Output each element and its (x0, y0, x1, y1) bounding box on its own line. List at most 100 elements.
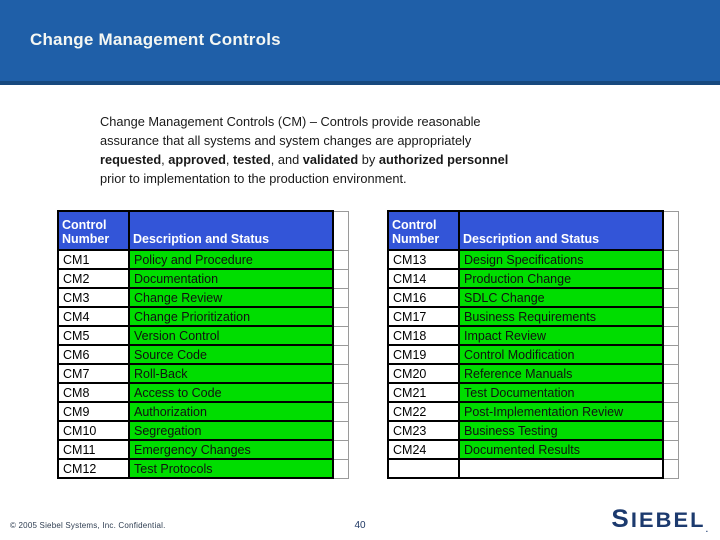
text-segment: , (225, 152, 234, 167)
description-status-cell: Business Testing (458, 420, 664, 441)
cropped-column-cell (662, 458, 679, 479)
table-row: CM6 Source Code (57, 344, 349, 365)
cropped-column-cell (332, 363, 349, 384)
column-header: Description and Status (128, 210, 334, 251)
table-row: CM2 Documentation (57, 268, 349, 289)
control-number-cell: CM7 (57, 363, 130, 384)
body-paragraph: Change Management Controls (CM) – Contro… (100, 112, 640, 188)
cropped-column-cell (332, 382, 349, 403)
table-row: CM13 Design Specifications (387, 249, 679, 270)
cropped-column-cell (332, 344, 349, 365)
cropped-column-cell (662, 382, 679, 403)
table-header-row: Control Number Description and Status (57, 210, 349, 251)
slide-title: Change Management Controls (30, 30, 281, 49)
cropped-column-cell (332, 210, 349, 251)
controls-table-left: Control Number Description and Status CM1… (57, 210, 349, 479)
cropped-column-cell (332, 268, 349, 289)
text-segment-bold: requested (100, 152, 162, 167)
table-row: CM22 Post-Implementation Review (387, 401, 679, 422)
description-status-cell: Change Review (128, 287, 334, 308)
description-status-cell: Test Protocols (128, 458, 334, 479)
cropped-column-cell (332, 420, 349, 441)
cropped-column-cell (332, 287, 349, 308)
body-line-1: Change Management Controls (CM) – Contro… (100, 112, 640, 131)
text-segment: prior to implementation to the productio… (100, 171, 407, 186)
description-status-cell (458, 458, 664, 479)
description-status-cell: Authorization (128, 401, 334, 422)
cropped-column-cell (332, 249, 349, 270)
control-number-cell: CM13 (387, 249, 460, 270)
cropped-column-cell (662, 268, 679, 289)
control-number-cell: CM23 (387, 420, 460, 441)
table-row: CM7 Roll-Back (57, 363, 349, 384)
cropped-column-cell (662, 401, 679, 422)
table-row: CM20 Reference Manuals (387, 363, 679, 384)
cropped-column-cell (662, 420, 679, 441)
table-header-row: Control Number Description and Status (387, 210, 679, 251)
control-number-cell: CM2 (57, 268, 130, 289)
table-row: CM5 Version Control (57, 325, 349, 346)
description-status-cell: Access to Code (128, 382, 334, 403)
table-row: CM12 Test Protocols (57, 458, 349, 479)
description-status-cell: Control Modification (458, 344, 664, 365)
column-header: Description and Status (458, 210, 664, 251)
text-segment: , and (270, 152, 303, 167)
table-row: CM10 Segregation (57, 420, 349, 441)
body-line-2: assurance that all systems and system ch… (100, 131, 640, 150)
control-number-cell (387, 458, 460, 479)
table-row: CM14 Production Change (387, 268, 679, 289)
siebel-logo-mark: . (705, 525, 708, 534)
table-row: CM3 Change Review (57, 287, 349, 308)
table-row (387, 458, 679, 479)
description-status-cell: Change Prioritization (128, 306, 334, 327)
control-number-cell: CM18 (387, 325, 460, 346)
cropped-column-cell (662, 439, 679, 460)
cropped-column-cell (332, 458, 349, 479)
text-segment-bold: validated (302, 152, 359, 167)
control-number-cell: CM14 (387, 268, 460, 289)
control-number-cell: CM19 (387, 344, 460, 365)
control-number-cell: CM22 (387, 401, 460, 422)
column-header: Control Number (387, 210, 460, 251)
table-row: CM19 Control Modification (387, 344, 679, 365)
controls-table-right: Control Number Description and Status CM1… (387, 210, 679, 479)
cropped-column-cell (662, 287, 679, 308)
table-row: CM23 Business Testing (387, 420, 679, 441)
description-status-cell: Post-Implementation Review (458, 401, 664, 422)
control-number-cell: CM4 (57, 306, 130, 327)
control-number-cell: CM12 (57, 458, 130, 479)
column-header: Control Number (57, 210, 130, 251)
cropped-column-cell (332, 401, 349, 422)
page-number: 40 (354, 520, 366, 531)
control-number-cell: CM8 (57, 382, 130, 403)
text-segment-bold: tested (233, 152, 271, 167)
cropped-column-cell (332, 306, 349, 327)
text-segment-bold: approved (168, 152, 226, 167)
cropped-column-cell (662, 210, 679, 251)
table-row: CM4 Change Prioritization (57, 306, 349, 327)
table-row: CM9 Authorization (57, 401, 349, 422)
description-status-cell: SDLC Change (458, 287, 664, 308)
control-number-cell: CM5 (57, 325, 130, 346)
description-status-cell: Roll-Back (128, 363, 334, 384)
slide-title-bar: Change Management Controls (0, 0, 720, 85)
control-number-cell: CM17 (387, 306, 460, 327)
description-status-cell: Design Specifications (458, 249, 664, 270)
cropped-column-cell (332, 325, 349, 346)
table-row: CM11 Emergency Changes (57, 439, 349, 460)
body-line-3: requested, approved, tested, and validat… (100, 150, 640, 169)
description-status-cell: Segregation (128, 420, 334, 441)
text-segment: , (161, 152, 169, 167)
table-row: CM16 SDLC Change (387, 287, 679, 308)
control-number-cell: CM6 (57, 344, 130, 365)
text-segment-bold: authorized personnel (378, 152, 509, 167)
control-number-cell: CM20 (387, 363, 460, 384)
cropped-column-cell (332, 439, 349, 460)
siebel-logo-text: SIEBEL (611, 505, 706, 533)
description-status-cell: Documentation (128, 268, 334, 289)
description-status-cell: Business Requirements (458, 306, 664, 327)
text-segment: assurance that all systems and system ch… (100, 133, 472, 148)
description-status-cell: Emergency Changes (128, 439, 334, 460)
control-number-cell: CM16 (387, 287, 460, 308)
